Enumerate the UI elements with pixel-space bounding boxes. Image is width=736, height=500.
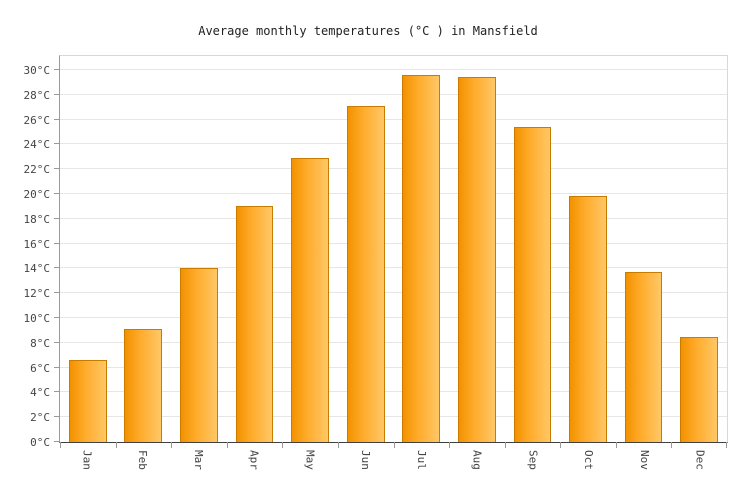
y-axis-label: 6°C xyxy=(30,361,50,375)
x-tick xyxy=(560,442,562,448)
bar[interactable] xyxy=(680,336,719,442)
bars-layer xyxy=(60,56,727,442)
y-axis-label: 12°C xyxy=(23,287,51,301)
x-label-cell: Mar xyxy=(171,450,227,495)
x-tick xyxy=(393,442,395,448)
x-axis-label: Sep xyxy=(526,450,540,470)
x-label-cell: Feb xyxy=(115,450,171,495)
x-axis-label: Aug xyxy=(470,450,484,470)
x-axis-label: May xyxy=(303,450,317,470)
bar[interactable] xyxy=(291,158,329,442)
x-tick xyxy=(337,442,339,448)
plot-area xyxy=(54,55,728,448)
x-tick xyxy=(615,442,617,448)
x-label-cell: Apr xyxy=(226,450,282,495)
y-axis-label: 30°C xyxy=(23,64,51,77)
x-label-cell: Jul xyxy=(394,450,450,495)
bar-cell xyxy=(393,56,449,442)
y-axis-label: 28°C xyxy=(23,88,51,102)
x-label-cell: May xyxy=(282,450,338,495)
x-tick xyxy=(171,442,173,448)
bar-cell xyxy=(338,56,394,442)
x-label-cell: Jun xyxy=(338,450,394,495)
y-axis-label: 2°C xyxy=(30,411,50,425)
bar[interactable] xyxy=(569,196,607,442)
x-axis-label: Jan xyxy=(80,450,94,470)
bar[interactable] xyxy=(402,74,441,442)
y-axis-label: 24°C xyxy=(23,138,51,152)
y-axis-labels: 0°C 2°C 4°C 6°C 8°C 10°C 12°C 14°C 16°C 18°C 20°C 2… xyxy=(0,55,51,449)
bar-cell xyxy=(505,56,561,442)
y-axis-label: 14°C xyxy=(23,262,51,276)
x-axis-label: Mar xyxy=(191,450,205,470)
y-axis-label: 16°C xyxy=(23,237,51,251)
x-label-cell: Oct xyxy=(561,450,617,495)
x-label-cell: Jan xyxy=(59,450,115,495)
bar-cell xyxy=(282,56,338,442)
y-axis-label: 22°C xyxy=(23,163,51,177)
x-axis-label: Jun xyxy=(359,450,373,470)
x-label-cell: Sep xyxy=(505,450,561,495)
x-axis-label: Dec xyxy=(693,450,707,470)
x-label-cell: Dec xyxy=(672,450,728,495)
bar-cell xyxy=(671,56,727,442)
x-tick xyxy=(671,442,673,448)
y-axis-label: 18°C xyxy=(23,212,51,226)
x-tick xyxy=(60,442,61,448)
x-tick xyxy=(115,442,117,448)
x-axis-labels: Jan Feb Mar Apr May Jun Jul Aug Sep Oct Nov Dec xyxy=(59,450,728,495)
x-axis-label: Feb xyxy=(136,450,150,470)
x-axis-label: Nov xyxy=(637,450,651,470)
x-tick xyxy=(282,442,284,448)
x-label-cell: Aug xyxy=(449,450,505,495)
y-axis-label: 20°C xyxy=(23,188,51,201)
bar-cell xyxy=(449,56,505,442)
x-tick xyxy=(226,442,228,448)
x-axis-label: Apr xyxy=(247,450,261,470)
bar[interactable] xyxy=(513,127,552,442)
bar[interactable] xyxy=(124,329,163,442)
x-label-cell: Nov xyxy=(617,450,673,495)
bar[interactable] xyxy=(346,105,385,442)
bar[interactable] xyxy=(180,268,218,442)
bar-cell xyxy=(616,56,672,442)
x-axis-label: Oct xyxy=(582,450,596,470)
bar[interactable] xyxy=(235,206,274,442)
bar-cell xyxy=(560,56,616,442)
bar-cell xyxy=(60,56,116,442)
y-axis-label: 8°C xyxy=(30,336,50,350)
bar[interactable] xyxy=(68,360,107,442)
x-tick xyxy=(726,442,727,448)
x-axis-label: Jul xyxy=(414,450,428,470)
y-axis-label: 26°C xyxy=(23,113,51,127)
bar-cell xyxy=(171,56,227,442)
y-axis-label: 4°C xyxy=(30,386,50,400)
y-axis-label: 0°C xyxy=(30,436,50,449)
chart-title: Average monthly temperatures (°C ) in Ma… xyxy=(198,24,538,38)
bar-cell xyxy=(227,56,283,442)
bar-cell xyxy=(116,56,172,442)
bar[interactable] xyxy=(457,77,496,442)
x-tick xyxy=(449,442,451,448)
bar[interactable] xyxy=(624,272,663,442)
y-axis-label: 10°C xyxy=(23,312,51,325)
x-tick xyxy=(504,442,506,448)
